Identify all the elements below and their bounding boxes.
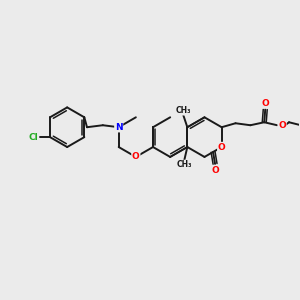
Text: O: O bbox=[278, 121, 286, 130]
Text: CH₃: CH₃ bbox=[176, 106, 191, 115]
Text: O: O bbox=[211, 166, 219, 175]
Text: CH₃: CH₃ bbox=[177, 160, 192, 169]
Text: O: O bbox=[218, 142, 226, 152]
Text: O: O bbox=[261, 99, 269, 108]
Text: O: O bbox=[132, 152, 140, 161]
Text: N: N bbox=[115, 123, 122, 132]
Text: Cl: Cl bbox=[28, 133, 38, 142]
